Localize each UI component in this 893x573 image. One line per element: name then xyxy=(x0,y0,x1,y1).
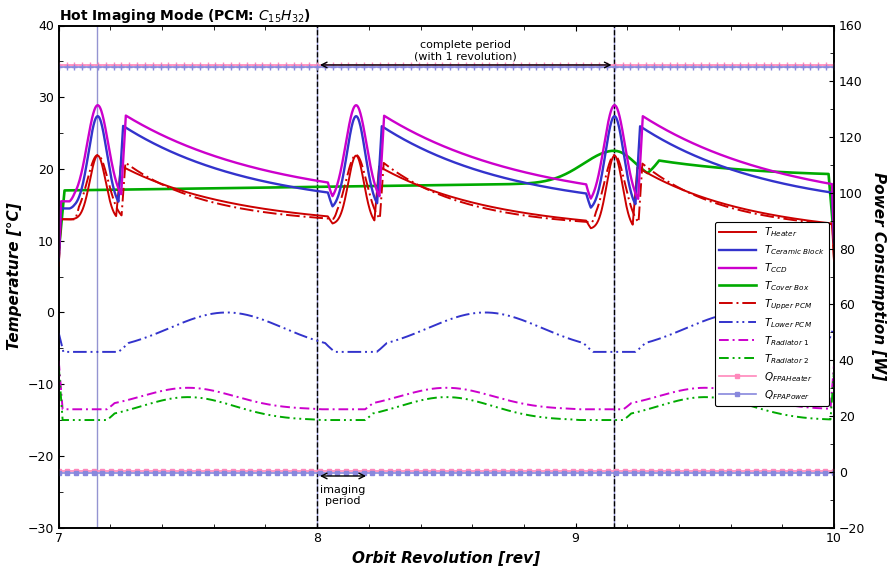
Text: complete period
(with 1 revolution): complete period (with 1 revolution) xyxy=(414,40,517,61)
Y-axis label: Temperature [°C]: Temperature [°C] xyxy=(7,203,22,351)
Legend: $T_{Heater}$, $T_{Ceramic\ Block}$, $T_{CCD}$, $T_{Cover\ Box}$, $T_{Upper\ PCM}: $T_{Heater}$, $T_{Ceramic\ Block}$, $T_{… xyxy=(715,222,829,406)
Y-axis label: Power Consumption [W]: Power Consumption [W] xyxy=(871,172,886,380)
X-axis label: Orbit Revolution [rev]: Orbit Revolution [rev] xyxy=(353,551,540,566)
Text: imaging
period: imaging period xyxy=(321,485,365,506)
Text: Hot Imaging Mode (PCM: $C_{15}H_{32}$): Hot Imaging Mode (PCM: $C_{15}H_{32}$) xyxy=(59,7,311,25)
